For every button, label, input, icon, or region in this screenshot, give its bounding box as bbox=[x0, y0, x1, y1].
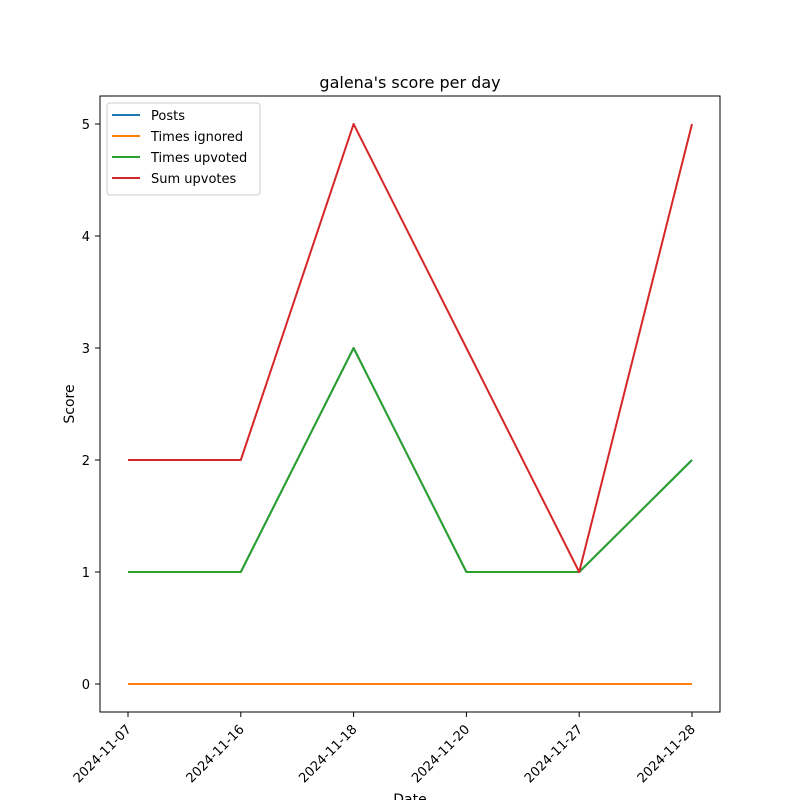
series-line-2 bbox=[128, 347, 693, 573]
y-tick-label: 5 bbox=[82, 118, 90, 133]
legend-label: Times upvoted bbox=[150, 151, 247, 166]
plot-area-frame bbox=[99, 95, 721, 713]
y-axis-label: Score bbox=[62, 384, 78, 423]
y-tick-label: 0 bbox=[82, 678, 90, 693]
x-axis-label: Date bbox=[393, 792, 426, 800]
y-tick-label: 2 bbox=[82, 454, 90, 469]
legend: Posts Times ignored Times upvoted Sum upvot… bbox=[106, 102, 261, 196]
series-line-3 bbox=[128, 123, 693, 573]
y-tick-label: 1 bbox=[82, 566, 90, 581]
series-layer bbox=[128, 123, 693, 685]
y-axis: 0 1 2 3 4 5 bbox=[82, 118, 100, 693]
y-tick-label: 4 bbox=[82, 230, 90, 245]
y-tick-label: 3 bbox=[82, 342, 90, 357]
chart-title: galena's score per day bbox=[319, 73, 500, 92]
legend-label: Sum upvotes bbox=[151, 172, 237, 187]
legend-label: Posts bbox=[151, 109, 185, 124]
legend-label: Times ignored bbox=[150, 130, 243, 145]
legend-box bbox=[106, 102, 261, 196]
